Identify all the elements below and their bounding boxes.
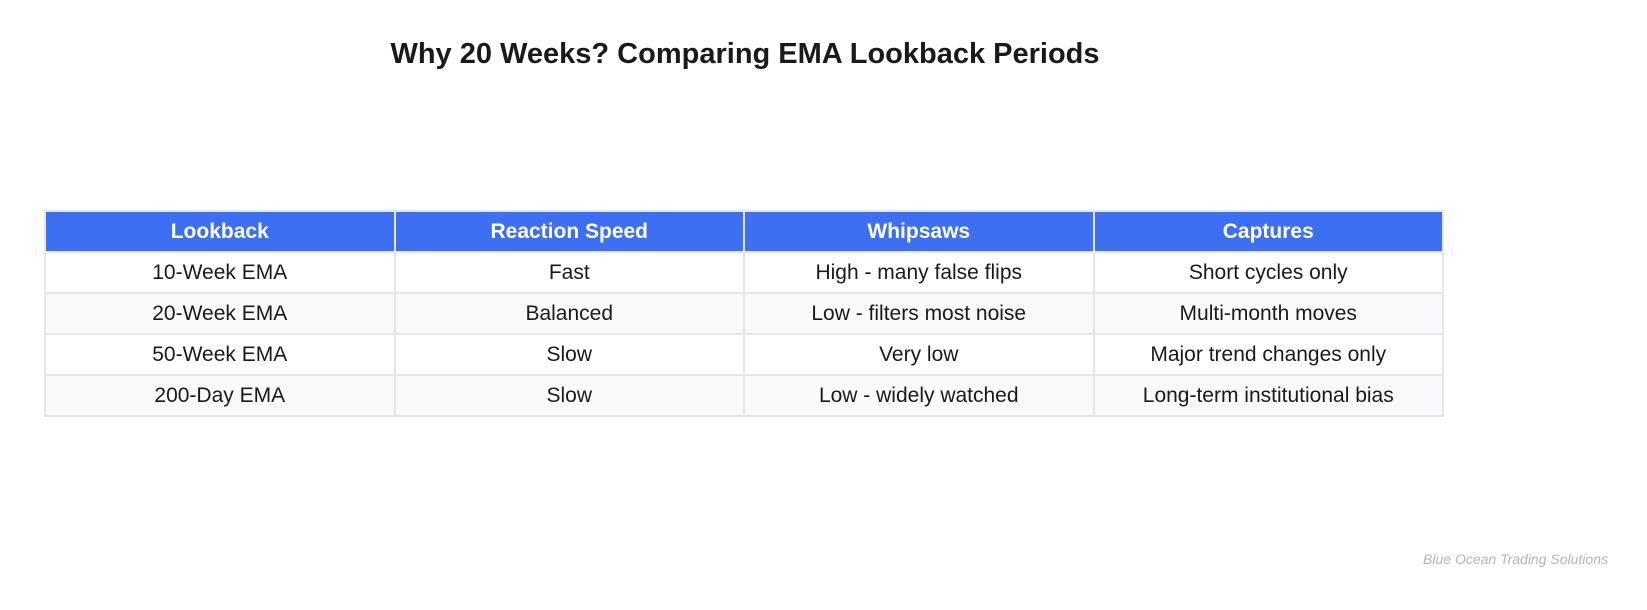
table-cell: 50-Week EMA (44, 333, 396, 376)
column-header-captures: Captures (1092, 210, 1444, 253)
watermark-text: Blue Ocean Trading Solutions (1423, 551, 1608, 567)
table-row: 50-Week EMA Slow Very low Major trend ch… (44, 333, 1444, 376)
table-cell: Slow (393, 374, 745, 417)
chart-title: Why 20 Weeks? Comparing EMA Lookback Per… (390, 38, 1100, 70)
table-cell: Multi-month moves (1092, 292, 1444, 335)
table-row: 10-Week EMA Fast High - many false flips… (44, 251, 1444, 294)
table-header-row: Lookback Reaction Speed Whipsaws Capture… (44, 210, 1444, 253)
table-cell: 20-Week EMA (44, 292, 396, 335)
table-cell: High - many false flips (743, 251, 1095, 294)
table-row: 200-Day EMA Slow Low - widely watched Lo… (44, 374, 1444, 417)
table-cell: Balanced (393, 292, 745, 335)
column-header-lookback: Lookback (44, 210, 396, 253)
table-cell: Major trend changes only (1092, 333, 1444, 376)
column-header-whipsaws: Whipsaws (743, 210, 1095, 253)
table-cell: Very low (743, 333, 1095, 376)
table-cell: 10-Week EMA (44, 251, 396, 294)
table-cell: Short cycles only (1092, 251, 1444, 294)
table-cell: 200-Day EMA (44, 374, 396, 417)
table-cell: Low - filters most noise (743, 292, 1095, 335)
column-header-reaction-speed: Reaction Speed (393, 210, 745, 253)
comparison-table: Lookback Reaction Speed Whipsaws Capture… (44, 210, 1444, 417)
table-cell: Fast (393, 251, 745, 294)
table-cell: Low - widely watched (743, 374, 1095, 417)
table-cell: Slow (393, 333, 745, 376)
table-row: 20-Week EMA Balanced Low - filters most … (44, 292, 1444, 335)
table-cell: Long-term institutional bias (1092, 374, 1444, 417)
